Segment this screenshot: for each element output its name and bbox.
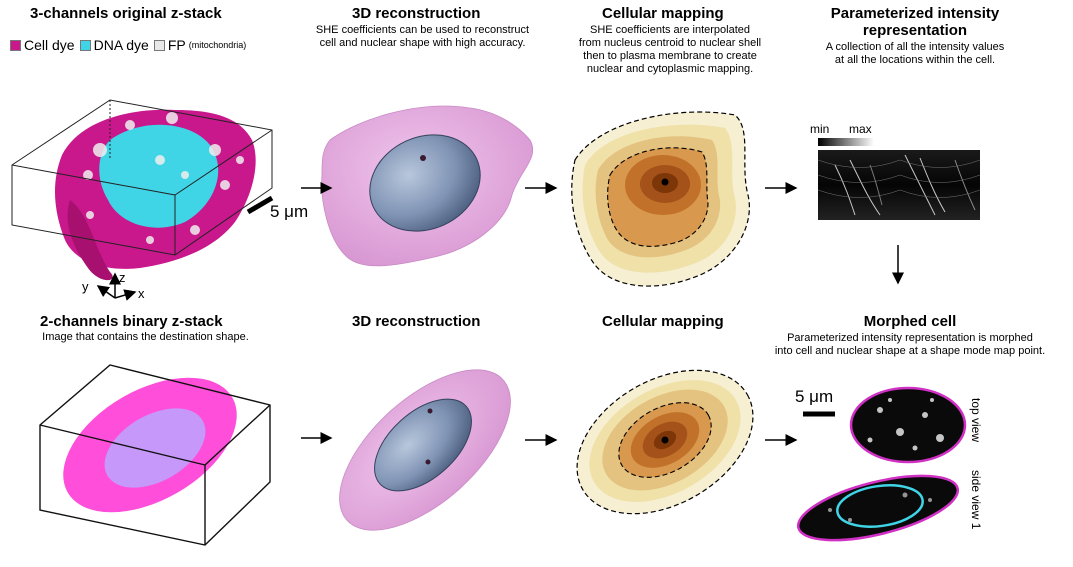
- zstack-bounding-box: [11, 99, 273, 256]
- channel-legend: Cell dye DNA dye FP (mitochondria): [10, 37, 251, 53]
- dna-dye-swatch: [79, 39, 91, 51]
- top-mapping-desc-2: from nucleus centroid to nuclear shell: [578, 37, 762, 49]
- morphed-cell-render: [796, 386, 967, 542]
- top-mapping-desc-1: SHE coefficients are interpolated: [590, 24, 750, 36]
- cell-dye-lobe: [67, 200, 113, 281]
- axis-label-x: x: [138, 286, 145, 301]
- legend-label-cell-dye: Cell dye: [24, 37, 75, 53]
- binary-zstack-render: [39, 364, 271, 546]
- colorbar-max-label: max: [849, 122, 872, 136]
- cell-dye-swatch: [10, 39, 21, 51]
- legend-label-dna-dye: DNA dye: [93, 37, 149, 53]
- top-mapping-desc-4: nuclear and cytoplasmic mapping.: [586, 63, 754, 75]
- top-nucleus-shape: [369, 134, 481, 232]
- top-mapping-desc-3: then to plasma membrane to create: [583, 50, 757, 62]
- top-reconstruction-desc-2: cell and nuclear shape with high accurac…: [319, 37, 526, 49]
- binary-zstack-title: 2-channels binary z-stack: [40, 313, 223, 330]
- top-map-centroid: [661, 178, 669, 186]
- top-mapping-render: [571, 111, 750, 287]
- morphed-side-view: [796, 474, 960, 542]
- top-mapping-title: Cellular mapping: [602, 5, 724, 22]
- top-scale-bar: [246, 195, 274, 215]
- original-zstack-title: 3-channels original z-stack: [30, 5, 222, 22]
- intensity-title-1: Parameterized intensity: [830, 5, 1000, 22]
- legend-label-fp: FP: [167, 37, 186, 53]
- bottom-mapping-title: Cellular mapping: [602, 313, 724, 330]
- axis-arrows: [96, 272, 137, 301]
- intensity-desc-2: at all the locations within the cell.: [834, 54, 996, 66]
- top-reconstruction-render: [321, 105, 534, 267]
- bottom-reconstruction-render: [339, 369, 511, 531]
- binary-zstack-desc: Image that contains the destination shap…: [42, 331, 249, 343]
- legend-item-dna-dye: DNA dye: [79, 37, 149, 53]
- legend-label-fp-sub: (mitochondria): [188, 40, 247, 50]
- bottom-scale-label: 5 μm: [795, 387, 834, 406]
- colorbar: [818, 138, 874, 146]
- legend-item-cell-dye: Cell dye: [10, 37, 75, 53]
- binary-nucleus-shape: [104, 408, 206, 488]
- legend-item-fp: FP (mitochondria): [153, 37, 247, 53]
- dna-dye-volume: [99, 124, 219, 228]
- top-scale-label: 5 μm: [270, 202, 309, 221]
- top-reconstruction-desc-1: SHE coefficients can be used to reconstr…: [315, 24, 530, 36]
- colorbar-min-label: min: [810, 122, 830, 136]
- morphed-cell-desc-1: Parameterized intensity representation i…: [787, 332, 1033, 344]
- morphed-top-view: [849, 386, 967, 464]
- intensity-desc-1: A collection of all the intensity values: [825, 41, 1005, 53]
- morphed-side-view-nucleus: [836, 484, 924, 528]
- bottom-reconstruction-title: 3D reconstruction: [352, 313, 481, 330]
- axis-label-y: y: [82, 279, 89, 294]
- axis-label-z: z: [119, 270, 126, 285]
- bottom-map-centroid: [661, 436, 669, 444]
- top-flow-arrows: [301, 182, 904, 285]
- morphed-cell-desc-2: into cell and nuclear shape at a shape m…: [774, 345, 1046, 357]
- intensity-representation: [817, 138, 981, 220]
- intensity-title-2: representation: [862, 22, 968, 39]
- binary-bounding-box: [39, 364, 271, 546]
- bottom-mapping-render: [576, 369, 754, 515]
- fp-mitochondria-speckles: [83, 112, 244, 244]
- intensity-heatmap: [818, 150, 980, 220]
- original-zstack-render: [11, 99, 274, 301]
- top-reconstruction-title: 3D reconstruction: [352, 5, 481, 22]
- bottom-nucleus-shape: [374, 398, 472, 492]
- fp-swatch: [153, 39, 165, 51]
- morphed-cell-title: Morphed cell: [863, 313, 957, 330]
- bottom-flow-arrows: [301, 432, 798, 446]
- top-view-speckles: [867, 398, 944, 451]
